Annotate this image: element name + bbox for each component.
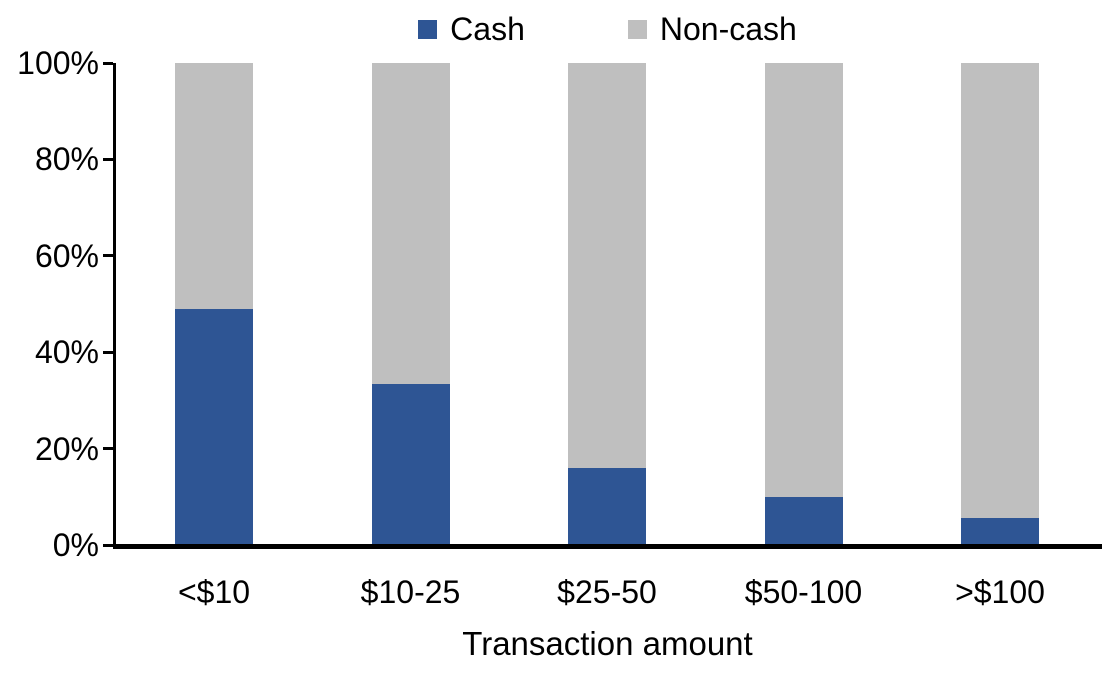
- y-axis-tick-mark: [103, 157, 113, 161]
- x-axis-category-label: $10-25: [360, 574, 461, 610]
- y-axis-line: [113, 63, 116, 547]
- cash-legend-swatch-icon: [418, 19, 438, 39]
- y-axis-tick-mark: [103, 543, 113, 547]
- y-axis-tick-mark: [103, 350, 113, 354]
- chart-legend: Cash Non-cash: [113, 8, 1102, 50]
- bar-segment-non-cash: [175, 63, 253, 309]
- x-axis-category-label: $50-100: [744, 574, 863, 610]
- bar-stack: [764, 63, 843, 545]
- y-axis-tick-label: 100%: [17, 45, 99, 81]
- bar-segment-cash: [568, 467, 646, 545]
- y-axis-tick-label: 20%: [34, 430, 99, 467]
- x-axis-category-label: <$10: [177, 574, 251, 610]
- y-axis-tick-label: 60%: [34, 237, 99, 274]
- bar-stack: [371, 63, 450, 545]
- bar-segment-non-cash: [371, 63, 450, 384]
- x-axis-line: [113, 544, 1102, 549]
- bar-segment-non-cash: [764, 63, 843, 497]
- x-axis-category-label: $25-50: [557, 574, 657, 610]
- y-axis-tick-mark: [103, 254, 113, 258]
- noncash-legend-label: Non-cash: [659, 11, 797, 47]
- y-axis-tick-mark: [103, 61, 113, 65]
- x-axis-title: Transaction amount: [462, 625, 753, 662]
- bar-segment-cash: [961, 518, 1039, 545]
- bar-segment-cash: [175, 308, 253, 545]
- bar-segment-non-cash: [568, 63, 646, 468]
- noncash-legend-swatch-icon: [627, 19, 647, 39]
- bar-stack: [961, 63, 1039, 545]
- y-axis-tick-label: 80%: [34, 141, 99, 178]
- bar-stack: [568, 63, 646, 545]
- cash-legend-label: Cash: [450, 11, 525, 47]
- legend-item-noncash: Non-cash: [627, 11, 797, 47]
- x-axis-category-label: >$100: [955, 574, 1045, 610]
- bar-stack: [175, 63, 253, 545]
- bar-segment-cash: [371, 383, 450, 545]
- y-axis-tick-mark: [103, 447, 113, 451]
- legend-item-cash: Cash: [418, 13, 525, 45]
- bar-segment-non-cash: [961, 63, 1039, 519]
- y-axis-tick-label: 40%: [34, 334, 99, 371]
- y-axis-tick-label: 0%: [52, 527, 99, 563]
- bar-segment-cash: [764, 496, 843, 545]
